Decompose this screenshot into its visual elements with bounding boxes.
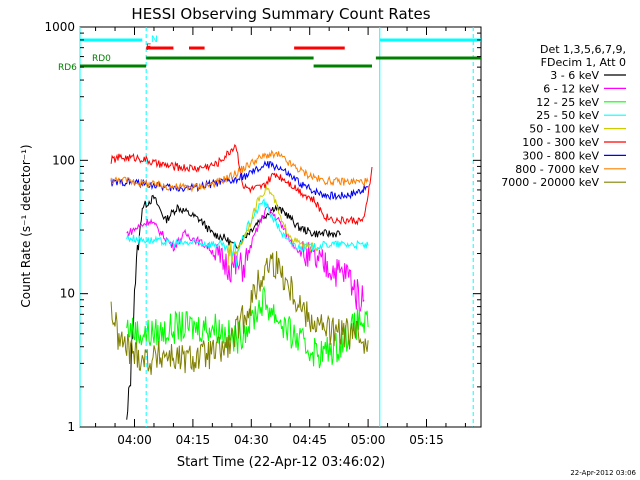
flag-label-n: N: [151, 35, 158, 45]
series-line: [126, 285, 369, 369]
timestamp: 22-Apr-2012 03:06: [570, 469, 636, 477]
series-line: [126, 202, 365, 312]
x-tick-label: 04:15: [176, 433, 211, 447]
legend-label: 50 - 100 keV: [529, 123, 599, 136]
chart-title: HESSI Observing Summary Count Rates: [131, 5, 430, 23]
x-tick-label: 04:45: [292, 433, 327, 447]
x-axis-label: Start Time (22-Apr-12 03:46:02): [177, 455, 385, 470]
flag-label-rd6: RD6: [58, 63, 77, 73]
x-tick-label: 04:30: [234, 433, 269, 447]
y-tick-label: 1000: [44, 20, 75, 34]
x-tick-label: 04:00: [117, 433, 152, 447]
legend-header-2: FDecim 1, Att 0: [541, 56, 626, 69]
legend-label: 12 - 25 keV: [536, 96, 599, 109]
legend-label: 7000 - 20000 keV: [501, 176, 599, 189]
legend-header-1: Det 1,3,5,6,7,9,: [540, 43, 626, 56]
legend-label: 3 - 6 keV: [550, 69, 599, 82]
y-tick-label: 100: [52, 153, 75, 167]
legend-label: 100 - 300 keV: [522, 136, 599, 149]
legend-label: 6 - 12 keV: [543, 82, 599, 95]
plot-layer: [79, 27, 481, 427]
series-line: [110, 251, 369, 375]
y-axis-label: Count Rate (s⁻¹ detector⁻¹): [19, 144, 33, 307]
series-line: [227, 184, 318, 271]
legend-label: 300 - 800 keV: [522, 149, 599, 162]
axis-layer: 1 10 100 1000 04:00 04:15 04:30 04:45 05:00 05:15: [44, 20, 481, 447]
flag-label-rd0: RD0: [92, 54, 111, 64]
series-line: [110, 143, 373, 226]
y-tick-label: 1: [67, 420, 75, 434]
series-line: [110, 149, 369, 193]
legend-label: 25 - 50 keV: [536, 109, 599, 122]
x-tick-label: 05:00: [351, 433, 386, 447]
flag-label-f: F: [146, 43, 151, 53]
x-tick-label: 05:15: [409, 433, 444, 447]
series-line: [126, 198, 369, 268]
series-line: [126, 194, 342, 420]
y-tick-label: 10: [60, 287, 75, 301]
legend-label: 800 - 7000 keV: [515, 163, 599, 176]
